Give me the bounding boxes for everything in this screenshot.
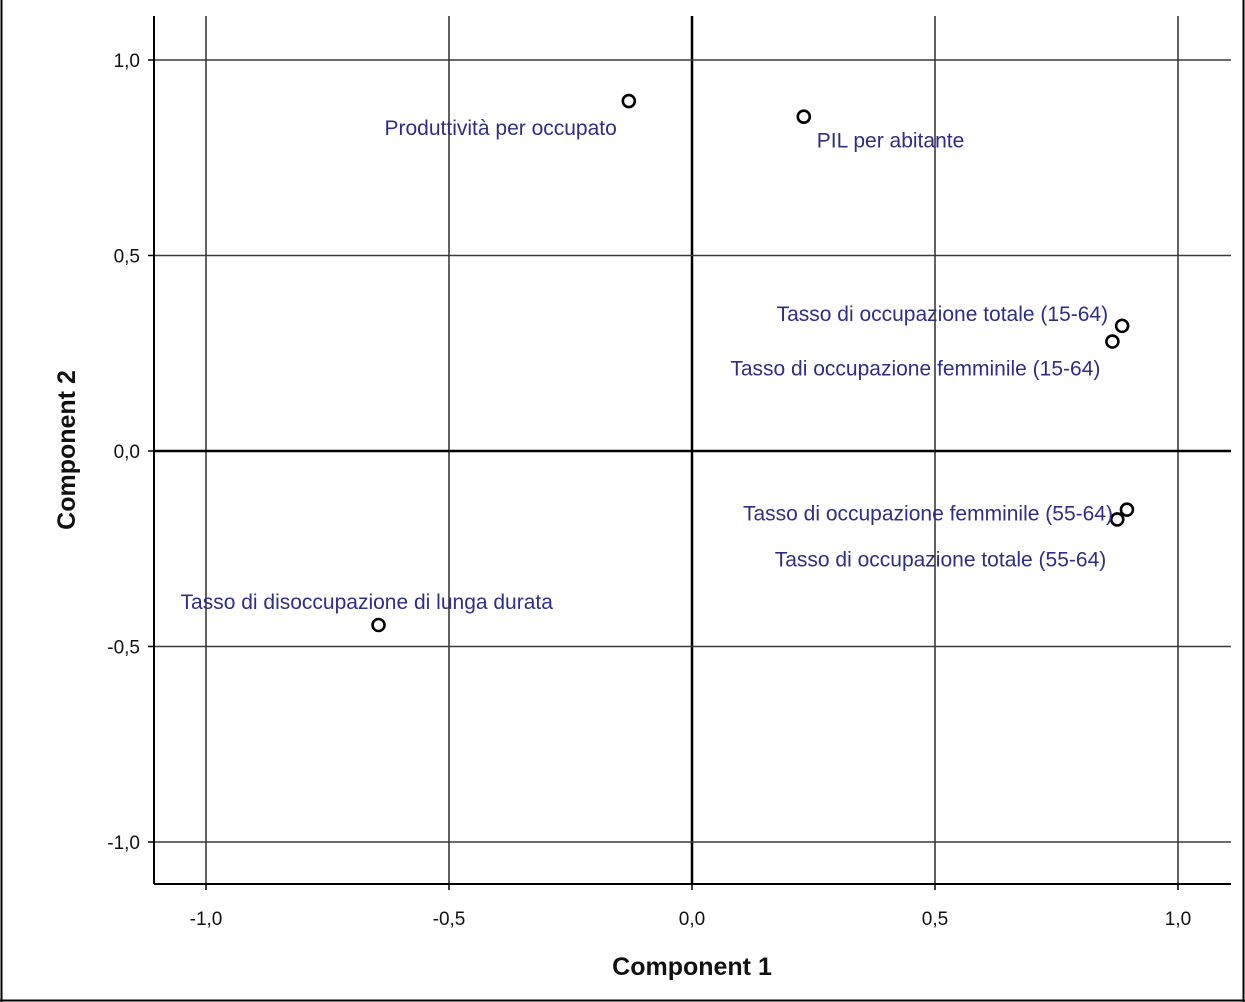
y-tick-label: -0,5 (107, 638, 140, 659)
x-tick-label: 0,0 (679, 909, 705, 930)
data-point (371, 617, 386, 633)
data-point-label: PIL per abitante (817, 130, 965, 153)
data-points (371, 93, 1135, 633)
y-tick-label: -1,0 (107, 833, 140, 854)
point-labels: Produttività per occupato PIL per abitant… (181, 117, 1113, 614)
data-point-label: Tasso di disoccupazione di lunga durata (181, 591, 554, 614)
data-point-label: Tasso di occupazione totale (15-64) (777, 303, 1109, 326)
y-axis-title: Component 2 (53, 370, 81, 530)
data-point (796, 109, 812, 124)
x-tick-label: 1,0 (1165, 909, 1191, 930)
y-tick-label: 0,0 (114, 442, 140, 463)
data-point (1105, 334, 1120, 349)
data-point-label: Produttività per occupato (385, 117, 617, 140)
x-tick-label: -0,5 (433, 909, 466, 930)
tick-labels: -1,0 -0,5 0,0 0,5 1,0 -1,0 -0,5 0,0 0,5 1,0 (107, 51, 1191, 930)
y-tick-label: 0,5 (114, 247, 140, 268)
data-point (1109, 512, 1125, 527)
x-tick-label: -1,0 (190, 909, 223, 930)
x-axis-title: Component 1 (612, 953, 772, 981)
data-point (1114, 318, 1130, 334)
y-tick-label: 1,0 (114, 51, 140, 72)
grid-layer (154, 16, 1231, 884)
axis-layer (148, 16, 1231, 890)
data-point-label: Tasso di occupazione femminile (55-64) (743, 503, 1113, 526)
data-point-label: Tasso di occupazione totale (55-64) (775, 548, 1107, 571)
data-point (1119, 502, 1135, 517)
data-point (621, 93, 637, 109)
x-tick-label: 0,5 (922, 909, 948, 930)
data-point-label: Tasso di occupazione femminile (15-64) (730, 358, 1100, 381)
